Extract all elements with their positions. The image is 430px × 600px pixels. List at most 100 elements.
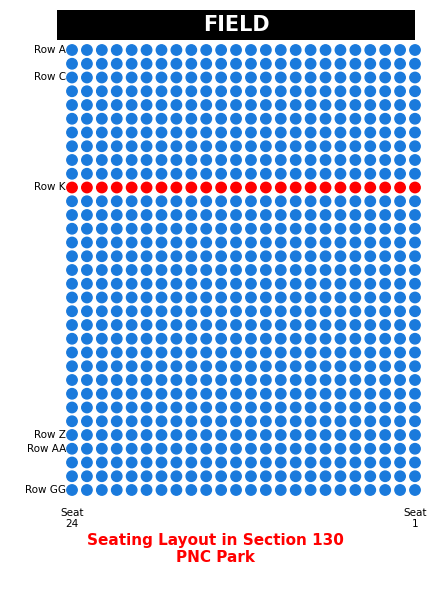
Circle shape <box>261 389 271 399</box>
Circle shape <box>97 237 107 248</box>
Circle shape <box>126 113 137 124</box>
Circle shape <box>97 457 107 468</box>
Circle shape <box>350 100 360 110</box>
Circle shape <box>380 210 390 220</box>
Circle shape <box>380 100 390 110</box>
Circle shape <box>380 278 390 289</box>
Circle shape <box>156 361 167 371</box>
Circle shape <box>141 402 152 413</box>
Circle shape <box>365 265 375 275</box>
Circle shape <box>395 471 405 481</box>
Circle shape <box>291 416 301 427</box>
Circle shape <box>320 113 331 124</box>
Circle shape <box>410 155 420 165</box>
Circle shape <box>141 237 152 248</box>
Circle shape <box>276 72 286 83</box>
Circle shape <box>305 210 316 220</box>
Circle shape <box>305 320 316 330</box>
Circle shape <box>216 320 226 330</box>
Circle shape <box>231 127 241 138</box>
Circle shape <box>335 86 346 97</box>
Circle shape <box>305 45 316 55</box>
Circle shape <box>380 402 390 413</box>
Circle shape <box>231 182 241 193</box>
Circle shape <box>305 430 316 440</box>
Circle shape <box>380 347 390 358</box>
Circle shape <box>82 155 92 165</box>
Circle shape <box>320 224 331 234</box>
Circle shape <box>246 416 256 427</box>
Circle shape <box>365 320 375 330</box>
Circle shape <box>276 45 286 55</box>
Circle shape <box>395 265 405 275</box>
Circle shape <box>201 100 212 110</box>
Circle shape <box>111 265 122 275</box>
Circle shape <box>335 402 346 413</box>
Circle shape <box>380 306 390 316</box>
Circle shape <box>305 278 316 289</box>
Circle shape <box>171 361 181 371</box>
Circle shape <box>395 334 405 344</box>
Circle shape <box>216 251 226 262</box>
Circle shape <box>350 375 360 385</box>
Circle shape <box>171 320 181 330</box>
Circle shape <box>141 320 152 330</box>
Circle shape <box>246 127 256 138</box>
Circle shape <box>305 72 316 83</box>
Circle shape <box>231 86 241 97</box>
Circle shape <box>380 292 390 303</box>
Circle shape <box>335 457 346 468</box>
Circle shape <box>305 457 316 468</box>
Circle shape <box>97 443 107 454</box>
Circle shape <box>276 389 286 399</box>
Circle shape <box>186 278 197 289</box>
Circle shape <box>380 457 390 468</box>
Circle shape <box>186 375 197 385</box>
Circle shape <box>67 100 77 110</box>
Circle shape <box>320 210 331 220</box>
Circle shape <box>141 485 152 495</box>
Circle shape <box>201 72 212 83</box>
Circle shape <box>67 169 77 179</box>
Circle shape <box>410 375 420 385</box>
Circle shape <box>141 196 152 206</box>
Circle shape <box>97 141 107 151</box>
Circle shape <box>261 113 271 124</box>
Circle shape <box>186 485 197 495</box>
Circle shape <box>156 169 167 179</box>
Circle shape <box>67 278 77 289</box>
Circle shape <box>111 457 122 468</box>
Circle shape <box>82 224 92 234</box>
Circle shape <box>261 210 271 220</box>
Circle shape <box>246 306 256 316</box>
Circle shape <box>320 182 331 193</box>
Circle shape <box>97 375 107 385</box>
Circle shape <box>291 100 301 110</box>
Circle shape <box>156 113 167 124</box>
Circle shape <box>261 237 271 248</box>
Circle shape <box>111 306 122 316</box>
Circle shape <box>231 100 241 110</box>
Circle shape <box>246 237 256 248</box>
Circle shape <box>320 430 331 440</box>
Circle shape <box>111 278 122 289</box>
Circle shape <box>350 334 360 344</box>
Circle shape <box>291 471 301 481</box>
Circle shape <box>201 416 212 427</box>
Circle shape <box>380 485 390 495</box>
Circle shape <box>216 471 226 481</box>
Circle shape <box>126 237 137 248</box>
Circle shape <box>97 182 107 193</box>
Circle shape <box>67 224 77 234</box>
Circle shape <box>410 113 420 124</box>
Circle shape <box>156 224 167 234</box>
Circle shape <box>350 59 360 69</box>
Circle shape <box>335 251 346 262</box>
Circle shape <box>305 292 316 303</box>
Circle shape <box>186 251 197 262</box>
Circle shape <box>320 278 331 289</box>
Circle shape <box>365 59 375 69</box>
Circle shape <box>126 292 137 303</box>
Circle shape <box>186 210 197 220</box>
Circle shape <box>216 59 226 69</box>
